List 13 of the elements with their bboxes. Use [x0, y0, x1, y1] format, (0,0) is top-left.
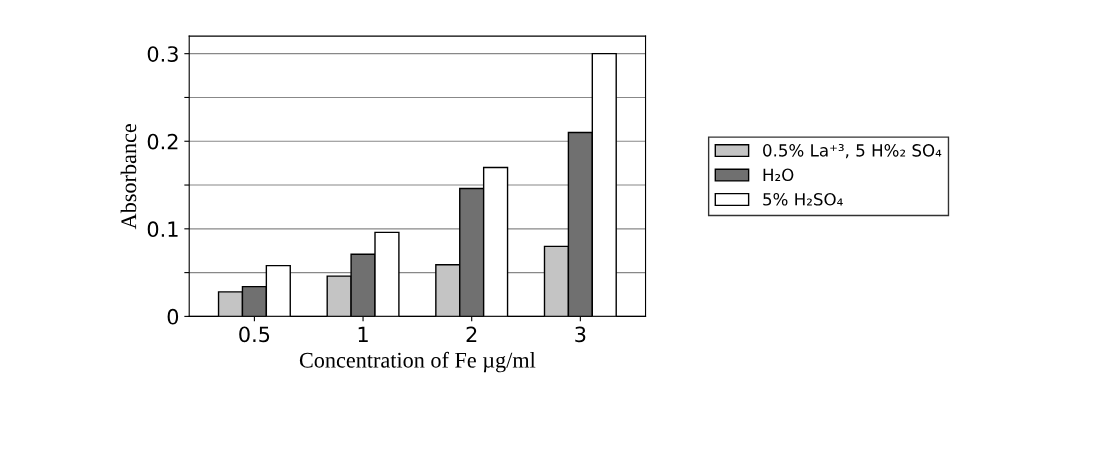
y-tick-label: 0	[167, 308, 179, 325]
x-tick-label: 0.5	[239, 326, 270, 343]
x-axis-title: Concentration of Fe µg/ml	[299, 351, 536, 373]
legend-label: 0.5% La⁺³, 5 H%₂ SO₄	[763, 144, 942, 159]
legend-label: 5% H₂SO₄	[763, 192, 843, 206]
y-tick-label: 0.2	[147, 133, 178, 150]
x-tick-label: 2	[466, 326, 477, 342]
legend-label: H₂O	[763, 168, 794, 182]
x-tick-label: 3	[575, 326, 586, 343]
y-axis-title: Absorbance	[120, 123, 137, 230]
y-tick-label: 0.1	[147, 221, 178, 238]
y-tick-label: 0.3	[147, 46, 178, 62]
x-tick-label: 1	[358, 326, 368, 342]
